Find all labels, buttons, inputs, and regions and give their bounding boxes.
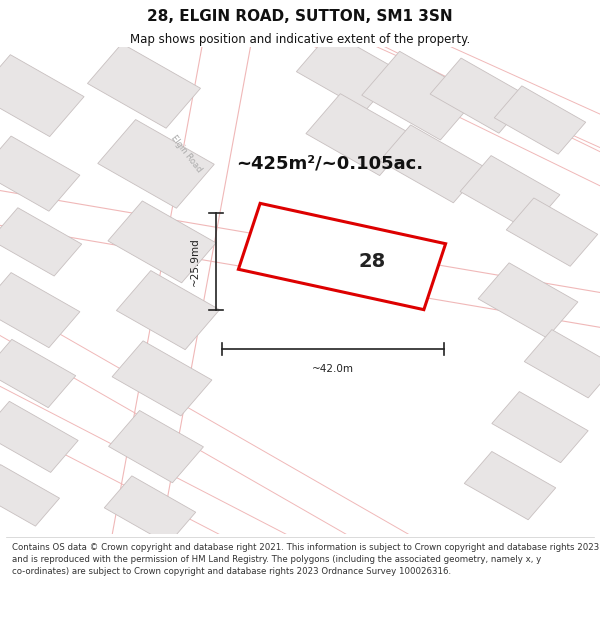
Polygon shape xyxy=(109,411,203,482)
Polygon shape xyxy=(0,464,59,526)
Polygon shape xyxy=(108,201,216,283)
Polygon shape xyxy=(296,32,400,111)
Polygon shape xyxy=(506,198,598,266)
Text: ~25.9md: ~25.9md xyxy=(190,237,200,286)
Polygon shape xyxy=(0,401,78,472)
Polygon shape xyxy=(238,203,446,309)
Polygon shape xyxy=(88,44,200,128)
Polygon shape xyxy=(116,271,220,349)
Polygon shape xyxy=(0,54,84,137)
Polygon shape xyxy=(524,329,600,398)
Text: Contains OS data © Crown copyright and database right 2021. This information is : Contains OS data © Crown copyright and d… xyxy=(12,543,599,576)
Text: Map shows position and indicative extent of the property.: Map shows position and indicative extent… xyxy=(130,32,470,46)
Polygon shape xyxy=(430,58,530,133)
Text: 28, ELGIN ROAD, SUTTON, SM1 3SN: 28, ELGIN ROAD, SUTTON, SM1 3SN xyxy=(147,9,453,24)
Polygon shape xyxy=(478,263,578,338)
Text: 28: 28 xyxy=(358,252,386,271)
Polygon shape xyxy=(112,341,212,416)
Polygon shape xyxy=(0,208,82,276)
Polygon shape xyxy=(0,136,80,211)
Text: ~42.0m: ~42.0m xyxy=(312,364,354,374)
Polygon shape xyxy=(0,272,80,348)
Polygon shape xyxy=(380,125,484,203)
Text: Elgin Road: Elgin Road xyxy=(169,134,203,174)
Polygon shape xyxy=(362,51,478,140)
Polygon shape xyxy=(0,339,76,408)
Polygon shape xyxy=(464,451,556,520)
Polygon shape xyxy=(98,119,214,208)
Polygon shape xyxy=(494,86,586,154)
Polygon shape xyxy=(104,476,196,544)
Text: ~425m²/~0.105ac.: ~425m²/~0.105ac. xyxy=(236,155,424,173)
Polygon shape xyxy=(492,392,588,462)
Polygon shape xyxy=(460,156,560,231)
Polygon shape xyxy=(306,94,414,176)
